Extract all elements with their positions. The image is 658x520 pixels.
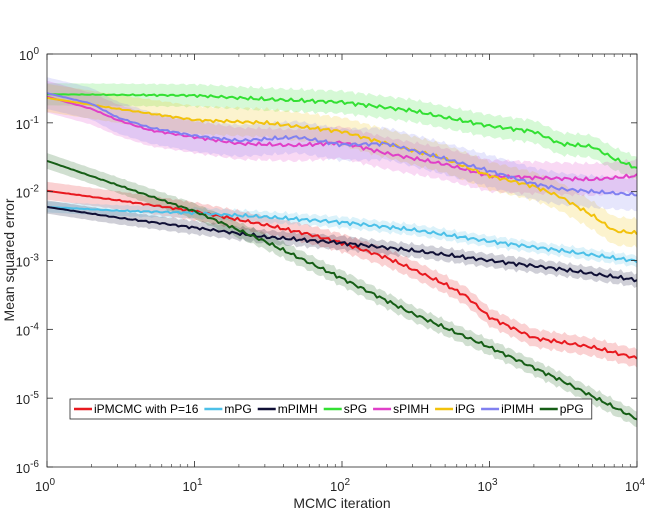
axis-ticks: 100 101 102 103 10410010-110-210-310-410-510… (16, 46, 646, 494)
line-spg (47, 93, 637, 169)
y-tick-exp: -3 (30, 253, 39, 264)
band-ipg (47, 83, 637, 249)
x-tick-base: 10 (477, 479, 491, 494)
legend-label: iPG (455, 402, 475, 416)
y-tick-exp: -1 (30, 115, 39, 126)
y-tick-base: 10 (16, 323, 30, 338)
x-tick-label: 100 (35, 477, 55, 494)
line-mpimh (47, 205, 637, 283)
legend-item: mPIMH (257, 402, 318, 416)
legend-label: mPG (224, 402, 251, 416)
legend: iPMCMC with P=16 mPG mPIMH sPG sPIMH iPG iPIMH… (69, 398, 593, 420)
y-tick-base: 10 (16, 186, 30, 201)
x-tick-exp: 1 (197, 477, 203, 488)
line-spimh (47, 95, 637, 182)
band-mpg (47, 201, 637, 268)
y-tick-label: 10-3 (16, 253, 40, 270)
legend-item: mPG (204, 402, 252, 416)
band-spimh (47, 80, 637, 197)
x-tick-exp: 2 (344, 477, 350, 488)
x-tick-label: 101 (182, 477, 202, 494)
legend-label: mPIMH (278, 402, 318, 416)
legend-item: iPIMH (481, 402, 534, 416)
x-tick-label: 103 (477, 477, 497, 494)
legend-label: sPG (344, 402, 367, 416)
x-tick-base: 10 (35, 479, 49, 494)
legend-item: iPG (435, 402, 475, 416)
y-tick-exp: -5 (30, 390, 39, 401)
y-tick-label: 10-4 (16, 321, 40, 338)
legend-label: sPIMH (393, 402, 429, 416)
y-tick-exp: -2 (30, 184, 39, 195)
y-tick-label: 10-6 (16, 459, 40, 476)
legend-item: iPMCMC with P=16 (74, 402, 199, 416)
x-tick-exp: 3 (492, 477, 498, 488)
y-tick-base: 10 (16, 255, 30, 270)
legend-label: iPIMH (501, 402, 534, 416)
x-tick-label: 102 (330, 477, 350, 494)
line-ipmcmc-with-p-16 (47, 189, 637, 360)
y-tick-base: 10 (19, 48, 33, 63)
series-lines (47, 92, 637, 421)
y-tick-base: 10 (16, 117, 30, 132)
legend-item: pPG (539, 402, 584, 416)
y-tick-exp: -6 (30, 459, 39, 470)
y-tick-base: 10 (16, 461, 30, 476)
x-tick-exp: 0 (49, 477, 55, 488)
y-tick-base: 10 (16, 392, 30, 407)
y-axis-label: Mean squared error (1, 198, 17, 321)
y-tick-exp: 0 (33, 46, 39, 57)
line-ipg (47, 96, 637, 236)
line-ppg (47, 159, 637, 421)
legend-item: sPG (323, 402, 367, 416)
y-tick-label: 100 (19, 46, 39, 63)
y-tick-label: 10-2 (16, 184, 40, 201)
band-ipmcmc-with-p-16 (47, 181, 637, 368)
x-tick-label: 104 (625, 477, 645, 494)
x-tick-base: 10 (625, 479, 639, 494)
y-tick-label: 10-1 (16, 115, 40, 132)
x-tick-exp: 4 (639, 477, 645, 488)
legend-label: pPG (560, 402, 584, 416)
legend-item: sPIMH (373, 402, 429, 416)
legend-label: iPMCMC with P=16 (94, 402, 199, 416)
line-mpg (47, 205, 637, 264)
line-ipimh (47, 92, 637, 197)
x-axis-label: MCMC iteration (293, 495, 390, 511)
y-tick-label: 10-5 (16, 390, 40, 407)
y-tick-exp: -4 (30, 321, 39, 332)
x-tick-base: 10 (330, 479, 344, 494)
x-tick-base: 10 (182, 479, 196, 494)
